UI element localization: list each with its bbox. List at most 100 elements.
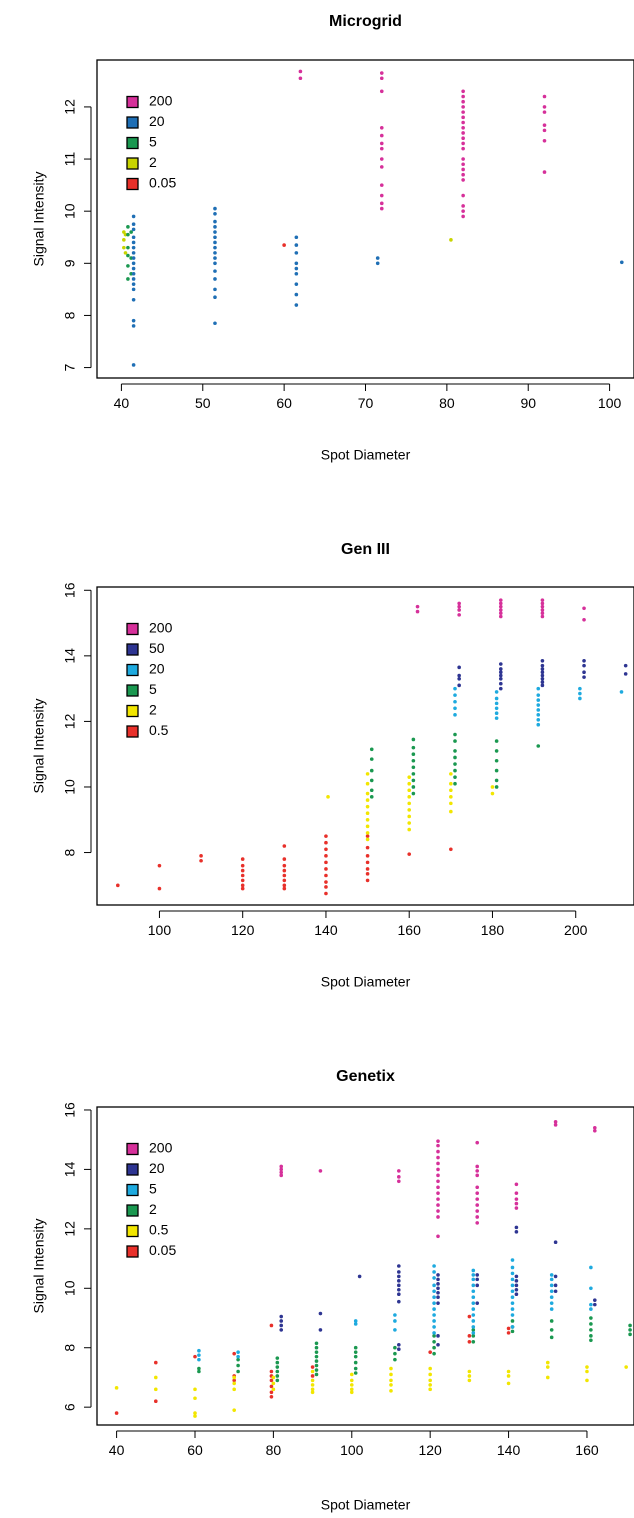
data-point (324, 847, 328, 852)
data-point (471, 1268, 476, 1273)
data-point (232, 1387, 236, 1392)
series-200 (279, 1120, 597, 1239)
data-point (131, 261, 136, 266)
data-point (122, 230, 126, 234)
legend-label: 0.5 (149, 1222, 169, 1238)
data-point (475, 1209, 480, 1213)
data-point (549, 1273, 554, 1277)
y-tick-label: 8 (62, 848, 78, 856)
x-tick-label: 50 (195, 395, 211, 411)
data-point (365, 834, 370, 838)
data-point (279, 1170, 284, 1175)
data-point (498, 670, 503, 675)
data-point (510, 1271, 515, 1276)
data-point (318, 1328, 323, 1332)
data-point (131, 227, 136, 232)
data-point (236, 1350, 240, 1354)
data-point (326, 795, 330, 799)
data-point (240, 886, 245, 891)
data-point (436, 1191, 440, 1195)
data-point (449, 801, 453, 806)
y-tick-label: 11 (62, 152, 78, 167)
data-point (275, 1356, 280, 1360)
data-point (461, 204, 465, 208)
data-point (549, 1328, 554, 1332)
data-point (232, 1408, 236, 1412)
data-point (131, 245, 136, 250)
data-point (475, 1215, 480, 1219)
data-point (542, 94, 547, 99)
data-point (471, 1277, 476, 1282)
data-point (411, 791, 416, 796)
data-point (213, 269, 217, 273)
data-point (365, 867, 370, 871)
data-point (411, 785, 416, 789)
series-5 (197, 1258, 593, 1362)
data-point (461, 157, 465, 161)
data-point (436, 1203, 440, 1207)
data-point (411, 772, 416, 776)
data-point (432, 1301, 436, 1305)
data-point (542, 139, 547, 143)
data-point (213, 256, 217, 260)
data-point (310, 1369, 315, 1374)
data-point (510, 1283, 515, 1288)
data-point (436, 1155, 440, 1160)
data-point (294, 292, 299, 297)
series-0-5 (114, 1360, 628, 1418)
data-point (389, 1366, 393, 1371)
data-point (467, 1314, 472, 1319)
legend-swatch (126, 1142, 139, 1156)
data-point (589, 1328, 593, 1332)
data-point (540, 608, 545, 612)
legend-label: 20 (149, 661, 165, 677)
data-point (514, 1274, 519, 1279)
plot-frame (96, 1106, 634, 1426)
data-point (314, 1341, 319, 1346)
data-point (475, 1185, 480, 1190)
data-point (232, 1375, 236, 1380)
data-point (131, 298, 136, 302)
data-point (506, 1331, 511, 1335)
data-point (536, 744, 541, 748)
data-point (126, 245, 130, 250)
data-point (432, 1295, 436, 1300)
data-point (498, 667, 503, 671)
x-tick-label: 60 (187, 1442, 203, 1458)
data-point (236, 1357, 240, 1362)
data-point (369, 747, 374, 752)
data-point (415, 609, 420, 614)
data-point (353, 1322, 358, 1326)
data-point (549, 1307, 554, 1311)
x-tick-label: 80 (439, 395, 455, 411)
data-point (379, 165, 384, 169)
data-point (397, 1292, 401, 1297)
data-point (498, 601, 503, 606)
x-axis-label: Spot Diameter (321, 447, 411, 463)
x-tick-label: 100 (340, 1442, 364, 1458)
data-point (475, 1301, 480, 1305)
data-point (506, 1381, 511, 1386)
data-point (365, 781, 370, 786)
data-point (461, 136, 465, 140)
data-point (536, 722, 541, 727)
data-point (279, 1319, 284, 1323)
legend-label: 0.05 (149, 175, 176, 191)
data-point (475, 1173, 480, 1178)
data-point (193, 1414, 197, 1418)
data-point (271, 1387, 276, 1392)
data-point (407, 801, 412, 806)
data-point (310, 1390, 315, 1395)
data-point (365, 854, 370, 858)
data-point (365, 824, 370, 829)
data-point (349, 1383, 354, 1387)
data-point (357, 1274, 362, 1279)
data-point (213, 211, 217, 216)
data-point (213, 230, 217, 234)
legend: 200 20 5 2 0.5 0.05 (126, 1140, 176, 1258)
data-point (379, 141, 384, 146)
x-tick-label: 70 (358, 395, 374, 411)
data-point (457, 604, 461, 609)
data-point (389, 1383, 393, 1387)
